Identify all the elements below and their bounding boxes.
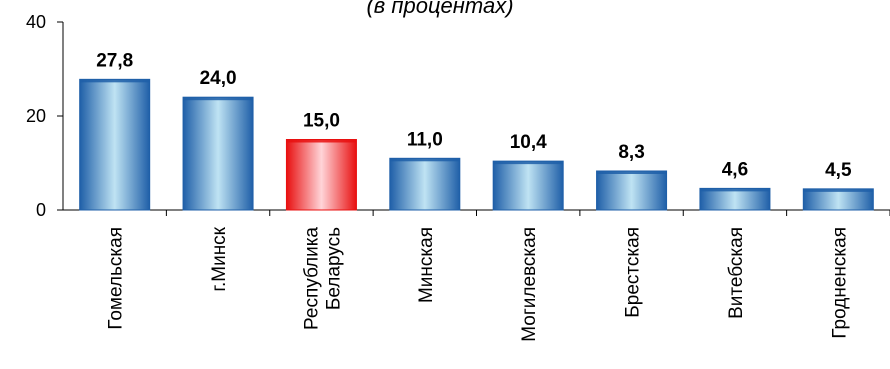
bar <box>79 78 151 211</box>
category-label-line: Республика <box>301 227 322 330</box>
category-label-line: Витебская <box>726 227 747 319</box>
category-labels-group: Гомельская г.Минск РеспубликаБеларусь Минск… <box>106 226 851 341</box>
category-label-text: Минская <box>416 227 437 303</box>
category-label-text: Брестская <box>623 227 644 318</box>
category-label-text: Могилевская <box>519 227 540 342</box>
bar <box>285 139 357 211</box>
category-label-text: г.Минск <box>209 226 230 291</box>
category-label: Брестская <box>623 227 644 318</box>
category-label: г.Минск <box>209 226 230 291</box>
chart-subtitle: (в процентах) <box>366 0 513 18</box>
data-label: 4,6 <box>722 159 748 180</box>
category-label: Витебская <box>726 227 747 319</box>
bar-top-cap <box>803 188 874 192</box>
y-tick-label: 20 <box>26 106 46 126</box>
category-label-text: Гродненская <box>829 227 850 339</box>
category-label-line: Гродненская <box>829 227 850 339</box>
data-label: 8,3 <box>618 142 644 163</box>
category-label-text: Гомельская <box>106 227 127 330</box>
y-tick-label: 0 <box>36 200 46 220</box>
category-label: Минская <box>416 227 437 303</box>
category-label: Гомельская <box>106 227 127 330</box>
category-label-line: г.Минск <box>209 226 230 291</box>
category-label-line: Минская <box>416 227 437 303</box>
category-label: Гродненская <box>829 227 850 339</box>
y-tick-label: 40 <box>26 12 46 32</box>
bar-top-cap <box>596 170 667 174</box>
data-labels-group: 27,8 24,0 15,0 11,0 10,4 8,3 4,6 4,5 <box>96 50 852 181</box>
bar <box>182 96 254 211</box>
data-label: 15,0 <box>303 111 340 132</box>
category-label-line: Беларусь <box>323 227 344 310</box>
category-label-text: Витебская <box>726 227 747 319</box>
data-label: 27,8 <box>96 50 133 71</box>
category-label-line: Брестская <box>623 227 644 318</box>
bar-top-cap <box>699 188 770 192</box>
category-label-text: РеспубликаБеларусь <box>301 227 344 330</box>
bar-top-cap <box>183 97 254 101</box>
category-label-line: Могилевская <box>519 227 540 342</box>
bar <box>596 170 668 211</box>
category-label-line: Гомельская <box>106 227 127 330</box>
bar-top-cap <box>493 161 564 165</box>
bar-top-cap <box>286 139 357 143</box>
bar-top-cap <box>79 79 150 83</box>
category-label: Могилевская <box>519 227 540 342</box>
bar <box>802 188 874 211</box>
data-label: 24,0 <box>200 68 237 89</box>
data-label: 4,5 <box>825 160 852 181</box>
bar <box>492 160 564 211</box>
data-label: 11,0 <box>407 129 443 150</box>
data-label: 10,4 <box>510 132 547 153</box>
bar-top-cap <box>389 158 460 162</box>
bars-group <box>79 78 874 211</box>
category-label: РеспубликаБеларусь <box>301 227 344 330</box>
bar <box>389 157 461 211</box>
bar <box>699 187 771 211</box>
